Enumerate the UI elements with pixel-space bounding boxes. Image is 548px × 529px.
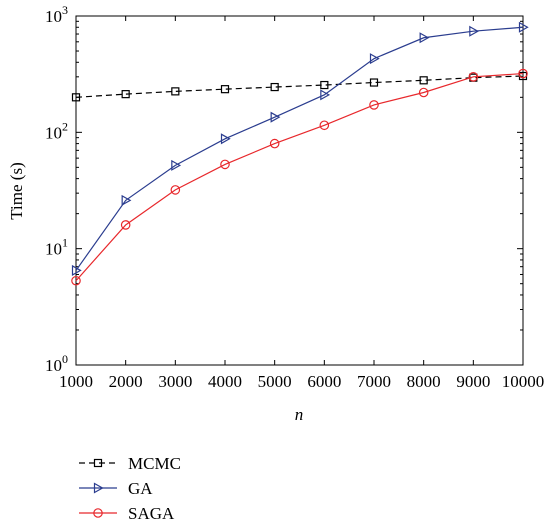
x-tick-label: 2000 [109,372,143,391]
marker-circle [71,275,81,286]
legend-label: GA [128,479,153,498]
x-axis-title: n [295,405,304,424]
series-line [75,72,524,282]
marker-circle [220,159,230,170]
y-tick-label: 103 [45,3,68,26]
marker-triangle [369,53,380,65]
marker-square [220,85,230,94]
x-tick-label: 1000 [59,372,93,391]
marker-circle [518,68,528,79]
series-layer [71,21,529,286]
legend: MCMC GA SAGA [79,454,181,523]
x-tick-label: 8000 [407,372,441,391]
legend-item-mcmc: MCMC [79,454,181,473]
marker-triangle [518,21,529,33]
x-tick-label: 3000 [158,372,192,391]
marker-circle [120,220,131,230]
marker-triangle [121,194,132,206]
marker-circle [468,72,479,82]
marker-circle [170,185,181,195]
marker-triangle [220,133,231,145]
series-line [75,75,524,98]
series-ga [71,21,529,276]
x-tick-label: 4000 [208,372,242,391]
marker-triangle [419,32,430,44]
plot-frame [75,15,524,366]
marker-triangle [71,264,82,276]
marker-circle [319,120,330,131]
series-mcmc [71,71,528,102]
marker-square [320,80,329,90]
legend-label: SAGA [128,504,175,523]
y-tick-label: 100 [45,352,68,375]
x-tick-label: 7000 [357,372,391,391]
y-axis-title: Time (s) [7,162,26,219]
legend-item-ga: GA [79,479,153,498]
marker-square [71,93,81,102]
marker-circle [269,138,280,149]
x-tick-label: 10000 [502,372,545,391]
legend-item-saga: SAGA [79,504,175,523]
marker-triangle [171,159,182,171]
marker-square [369,78,379,87]
x-tick-label: 5000 [258,372,292,391]
x-tick-label: 9000 [456,372,490,391]
axis-ticks: 1000 2000 3000 4000 5000 6000 7000 8000 9000 1000… [45,3,544,391]
marker-square [121,90,130,99]
marker-circle [418,87,429,98]
marker-circle [369,100,379,110]
marker-square [93,458,103,468]
y-tick-label: 101 [45,236,68,259]
legend-label: MCMC [128,454,181,473]
marker-square [419,76,428,85]
marker-square [171,87,180,96]
marker-triangle [270,111,281,123]
y-tick-label: 102 [45,119,68,142]
marker-circle [93,508,103,518]
marker-triangle [469,25,480,37]
marker-triangle [93,482,104,494]
marker-triangle [320,89,331,101]
series-line [75,26,524,271]
series-saga [71,68,528,286]
marker-square [270,82,279,92]
x-tick-label: 6000 [307,372,341,391]
